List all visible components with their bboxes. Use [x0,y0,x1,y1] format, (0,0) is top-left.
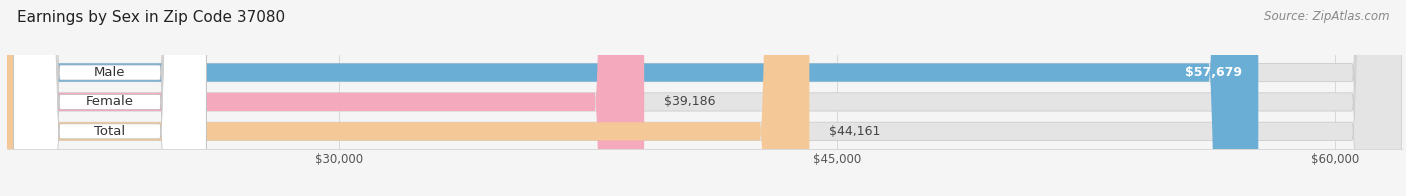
FancyBboxPatch shape [14,0,207,196]
Text: Earnings by Sex in Zip Code 37080: Earnings by Sex in Zip Code 37080 [17,10,285,25]
Text: Male: Male [94,66,125,79]
FancyBboxPatch shape [7,0,1402,196]
FancyBboxPatch shape [7,0,644,196]
Text: $44,161: $44,161 [830,125,880,138]
Text: Source: ZipAtlas.com: Source: ZipAtlas.com [1264,10,1389,23]
FancyBboxPatch shape [7,0,1402,196]
FancyBboxPatch shape [14,0,207,196]
Text: $57,679: $57,679 [1185,66,1241,79]
FancyBboxPatch shape [7,0,810,196]
FancyBboxPatch shape [14,0,207,196]
FancyBboxPatch shape [7,0,1402,196]
FancyBboxPatch shape [7,0,1258,196]
Text: Female: Female [86,95,134,108]
Text: $39,186: $39,186 [664,95,716,108]
Text: Total: Total [94,125,125,138]
